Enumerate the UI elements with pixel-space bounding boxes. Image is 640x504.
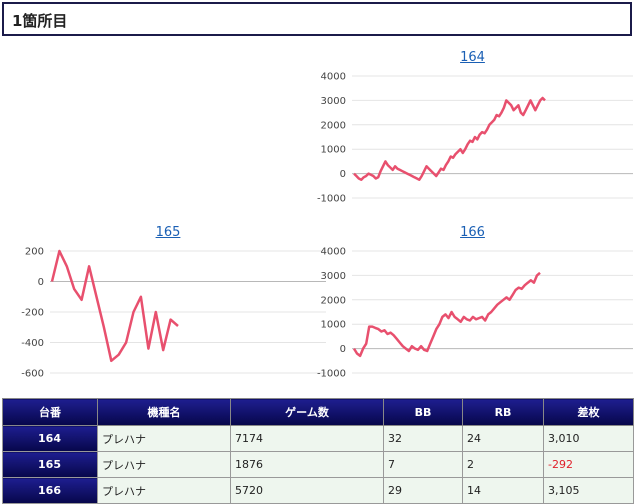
series-line <box>353 96 546 181</box>
chart-plot: 200 0 -200 -400 -600 <box>21 247 326 380</box>
model-name-cell: プレハナ <box>97 451 231 478</box>
y-tick-label: 1000 <box>321 320 346 331</box>
series-line <box>352 271 541 358</box>
bb-cell: 29 <box>383 477 463 504</box>
y-tick-label: 200 <box>25 247 44 258</box>
model-name-cell: プレハナ <box>97 477 231 504</box>
chart-title-link[interactable]: 166 <box>460 225 485 240</box>
section-title: 1箇所目 <box>12 12 68 30</box>
games-cell: 5720 <box>230 477 384 504</box>
y-tick-label: 1000 <box>321 145 346 156</box>
y-tick-label: 0 <box>38 277 44 288</box>
col-header: 機種名 <box>97 398 231 426</box>
chart-164: 164 4000 3000 2000 1000 0 -1000 <box>310 48 635 208</box>
chart-plot: 4000 3000 2000 1000 0 -1000 <box>317 247 633 380</box>
y-tick-label: 2000 <box>321 120 346 131</box>
chart-165: 165 200 0 -200 -400 -600 <box>8 223 328 383</box>
col-header: ゲーム数 <box>230 398 384 426</box>
table-row: 164 プレハナ 7174 32 24 3,010 <box>2 425 634 452</box>
diff-cell: -292 <box>543 451 634 478</box>
bb-cell: 32 <box>383 425 463 452</box>
y-tick-label: 4000 <box>321 72 346 83</box>
series-line <box>50 249 179 363</box>
y-tick-label: 0 <box>340 169 346 180</box>
col-header: RB <box>462 398 544 426</box>
chart-title-link[interactable]: 164 <box>460 50 485 65</box>
machine-number-cell[interactable]: 165 <box>2 451 98 478</box>
chart-title-link[interactable]: 165 <box>155 225 181 240</box>
chart-plot: 4000 3000 2000 1000 0 -1000 <box>317 72 633 205</box>
y-tick-label: -1000 <box>317 194 346 205</box>
section-header: 1箇所目 <box>2 2 632 36</box>
y-tick-label: 0 <box>340 344 346 355</box>
rb-cell: 2 <box>462 451 544 478</box>
bb-cell: 7 <box>383 451 463 478</box>
diff-cell: 3,105 <box>543 477 634 504</box>
y-tick-label: 3000 <box>321 96 346 107</box>
y-tick-label: -200 <box>21 308 44 319</box>
games-cell: 1876 <box>230 451 384 478</box>
rb-cell: 14 <box>462 477 544 504</box>
y-tick-label: 3000 <box>321 271 346 282</box>
machine-number-cell[interactable]: 164 <box>2 425 98 452</box>
y-tick-label: 2000 <box>321 295 346 306</box>
data-table: 台番 機種名 ゲーム数 BB RB 差枚 164 プレハナ 7174 32 24… <box>2 398 634 504</box>
table-header-row: 台番 機種名 ゲーム数 BB RB 差枚 <box>2 398 634 426</box>
chart-166: 166 4000 3000 2000 1000 0 -1000 <box>310 223 635 383</box>
rb-cell: 24 <box>462 425 544 452</box>
model-name-cell: プレハナ <box>97 425 231 452</box>
table-row: 166 プレハナ 5720 29 14 3,105 <box>2 477 634 504</box>
col-header: 差枚 <box>543 398 634 426</box>
y-tick-label: 4000 <box>321 247 346 258</box>
table-row: 165 プレハナ 1876 7 2 -292 <box>2 451 634 478</box>
col-header: BB <box>383 398 463 426</box>
diff-cell: 3,010 <box>543 425 634 452</box>
y-tick-label: -1000 <box>317 369 346 380</box>
y-tick-label: -400 <box>21 338 44 349</box>
col-header: 台番 <box>2 398 98 426</box>
y-tick-label: -600 <box>21 369 44 380</box>
games-cell: 7174 <box>230 425 384 452</box>
machine-number-cell[interactable]: 166 <box>2 477 98 504</box>
